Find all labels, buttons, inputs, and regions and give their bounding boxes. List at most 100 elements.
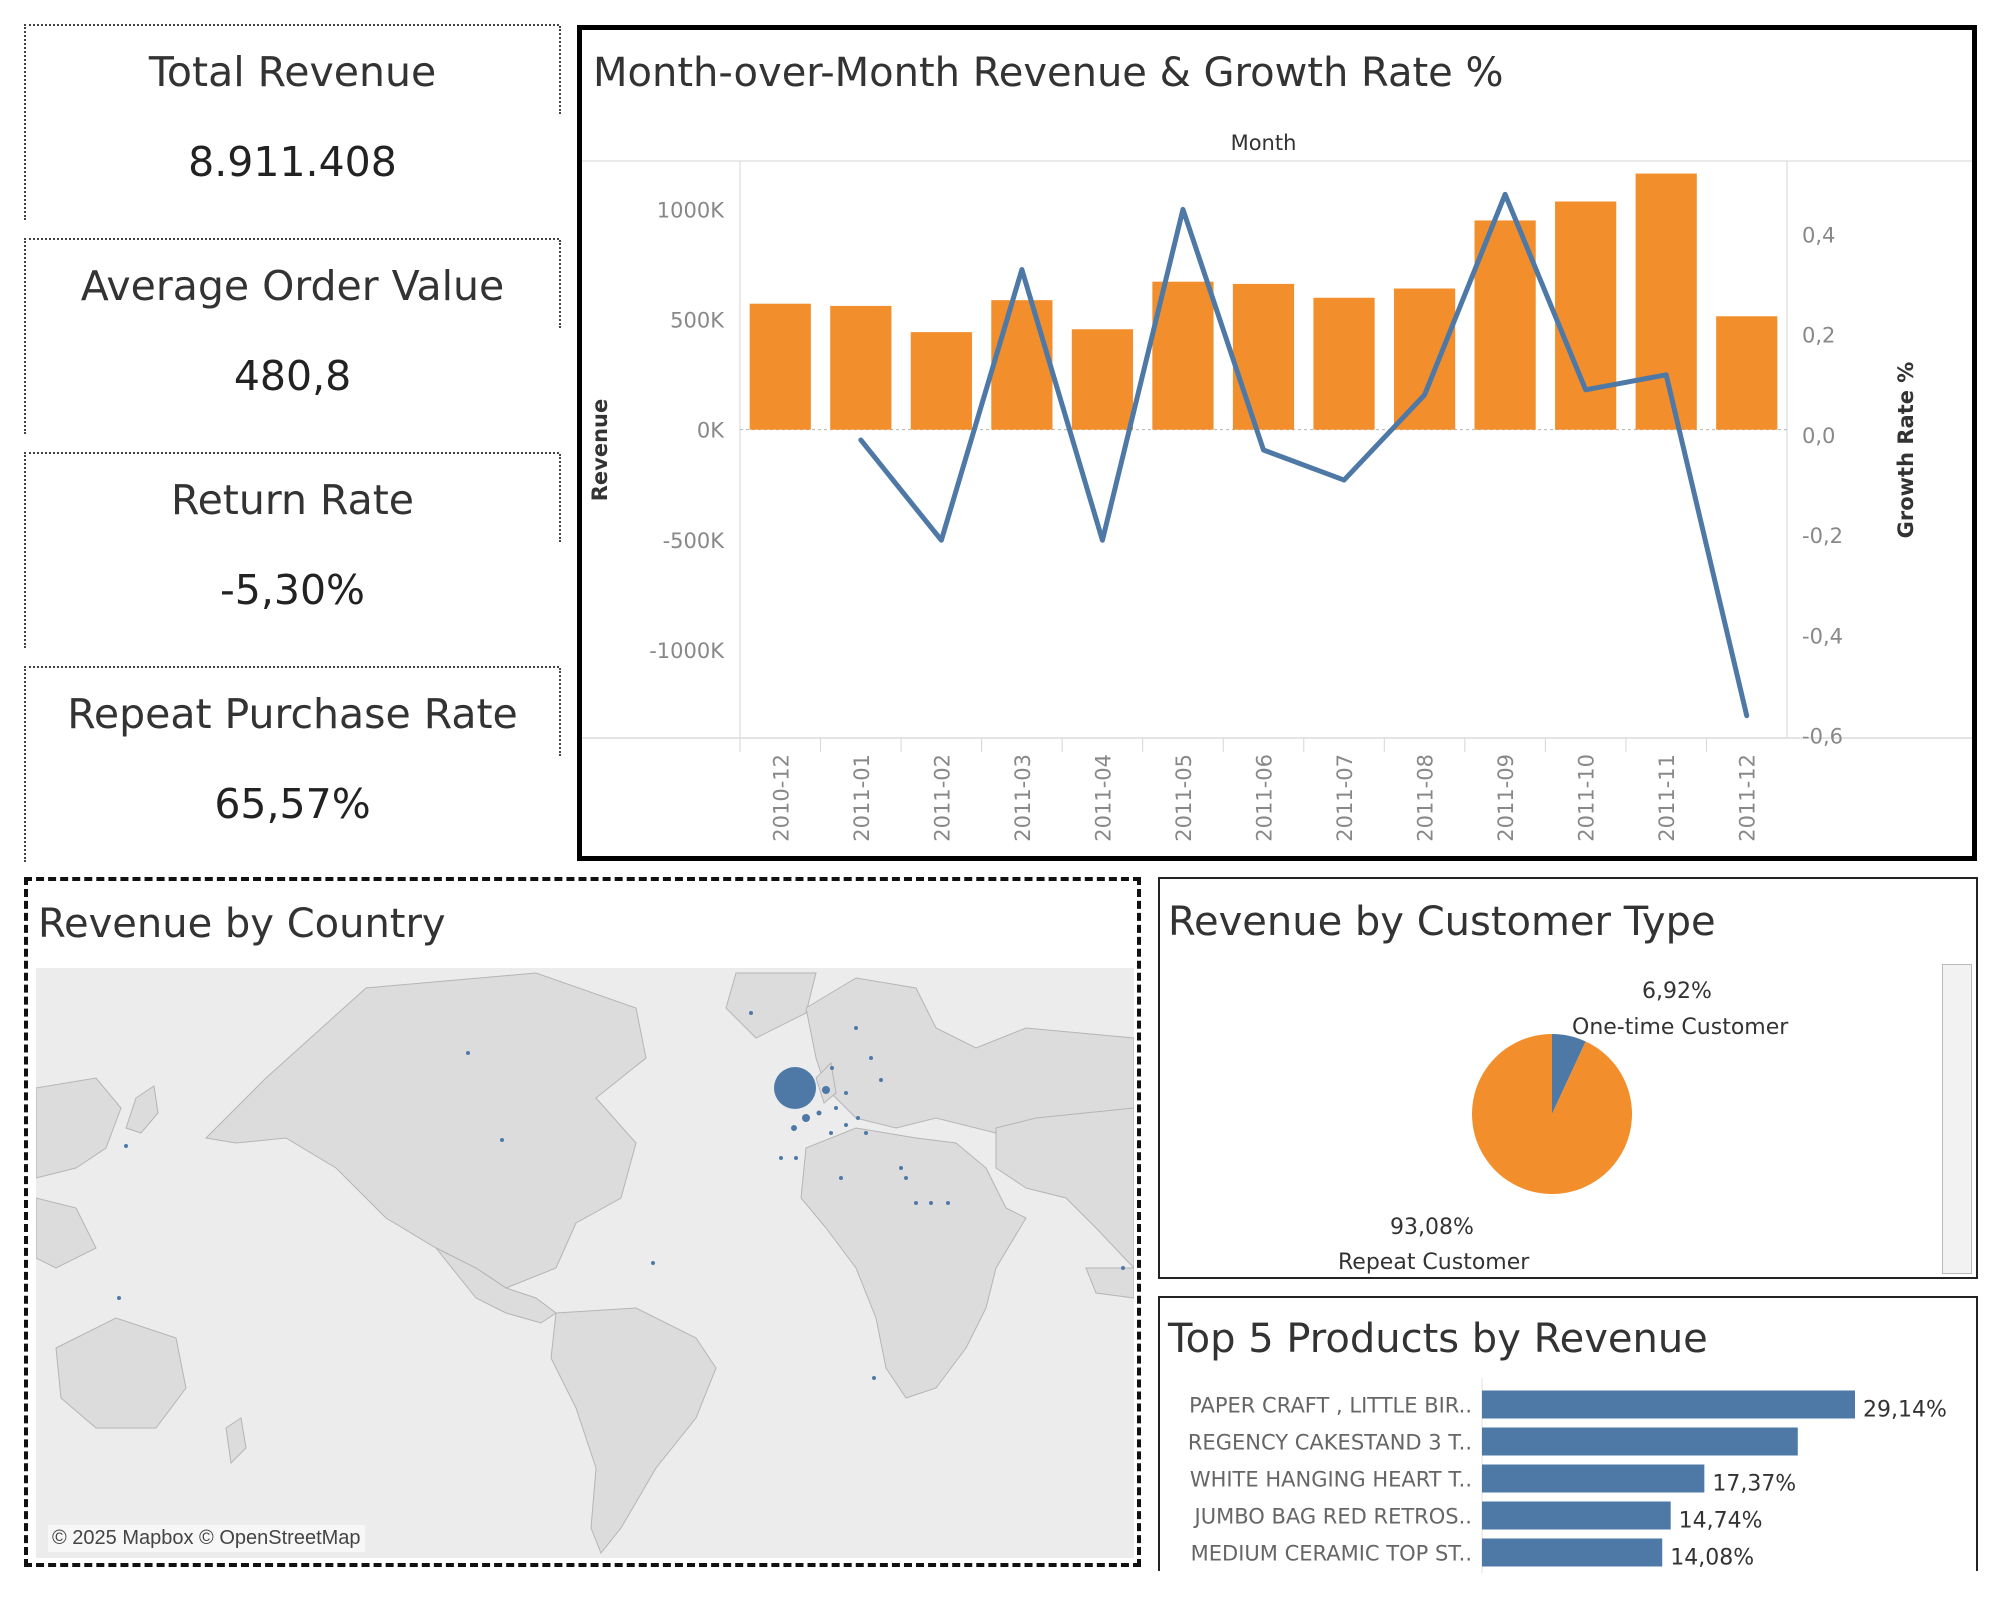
country-dot (816, 1110, 822, 1116)
revenue-bar (1152, 281, 1214, 430)
mom-chart-svg: -1000K -500K 0K 500K 1000K -0,6 -0,4 -0,2 0,0 0,2… (582, 131, 1972, 842)
kpi-card-average-order-value: Average Order Value 480,8 (24, 238, 561, 434)
pie-slice-value-label: 93,08% (1390, 1215, 1474, 1240)
revenue-bar (1393, 288, 1456, 430)
north-america-landmass (204, 972, 647, 1289)
y-axis-title-right: Growth Rate % (1894, 362, 1918, 539)
pie-slice (1472, 1034, 1632, 1194)
product-label: WHITE HANGING HEART T.. (1190, 1468, 1472, 1492)
x-tick-label: 2011-03 (1011, 754, 1035, 842)
revenue-bar (1716, 316, 1778, 430)
revenue-by-country-panel[interactable]: Revenue by Country (24, 877, 1141, 1567)
greenland-landmass (725, 972, 817, 1039)
revenue-bar (1635, 173, 1697, 430)
x-tick-label: 2011-04 (1091, 754, 1115, 842)
revenue-bar (830, 305, 892, 430)
kpi-title: Repeat Purchase Rate (67, 690, 518, 738)
country-dot (844, 1091, 848, 1095)
country-dot (830, 1066, 834, 1070)
y-tick-label-left: 500K (670, 309, 725, 333)
country-dot (829, 1131, 833, 1135)
country-dot (791, 1125, 797, 1131)
country-dot (1121, 1266, 1125, 1270)
world-map[interactable]: © 2025 Mapbox © OpenStreetMap (36, 968, 1134, 1558)
product-value-label: 14,08% (1670, 1546, 1754, 1571)
country-dot (802, 1114, 810, 1122)
x-tick-label: 2011-06 (1253, 754, 1277, 842)
x-tick-label: 2011-11 (1655, 754, 1679, 842)
asia-landmass (995, 1107, 1134, 1269)
product-label: JUMBO BAG RED RETROS.. (1193, 1505, 1472, 1529)
revenue-bar (749, 303, 811, 430)
country-dot (879, 1078, 883, 1082)
x-tick-label: 2011-01 (850, 754, 874, 842)
vertical-scrollbar[interactable] (1942, 964, 1972, 1274)
x-tick-label: 2011-07 (1333, 754, 1357, 842)
panel-title: Month-over-Month Revenue & Growth Rate % (593, 50, 1504, 96)
x-tick-label: 2010-12 (769, 754, 793, 842)
panel-title: Revenue by Country (38, 901, 446, 947)
x-tick-label: 2011-12 (1736, 754, 1760, 842)
country-dot (872, 1376, 876, 1380)
product-label: REGENCY CAKESTAND 3 T.. (1188, 1431, 1472, 1455)
revenue-bar (1555, 201, 1617, 430)
x-tick-label: 2011-09 (1494, 754, 1518, 842)
country-dot (869, 1056, 873, 1060)
country-dot (856, 1116, 860, 1120)
country-dot (839, 1176, 843, 1180)
revenue-bar (991, 300, 1053, 430)
y-tick-label-right: 0,4 (1802, 223, 1835, 247)
country-dot (854, 1026, 858, 1030)
panel-title: Top 5 Products by Revenue (1168, 1316, 1708, 1362)
pie-slice (1552, 1034, 1586, 1114)
country-dot (864, 1131, 868, 1135)
mom-revenue-chart-panel[interactable]: Month-over-Month Revenue & Growth Rate %… (577, 25, 1977, 861)
x-tick-label: 2011-10 (1575, 754, 1599, 842)
top-products-chart-svg: PAPER CRAFT , LITTLE BIR.. 29,14% REGENCY … (1188, 1378, 1947, 1573)
pie-chart-svg (1472, 1034, 1632, 1194)
country-dot (834, 1106, 838, 1110)
country-dot (844, 1123, 848, 1127)
country-dot (929, 1201, 933, 1205)
y-tick-label-right: 0,0 (1802, 424, 1835, 448)
panel-title: Revenue by Customer Type (1168, 899, 1716, 945)
product-value-label: 17,37% (1712, 1472, 1796, 1497)
country-dot (466, 1051, 470, 1055)
country-dot (914, 1201, 918, 1205)
kpi-title: Total Revenue (148, 48, 437, 96)
y-tick-label-right: 0,2 (1802, 324, 1835, 348)
y-tick-label-right: -0,2 (1802, 524, 1843, 548)
kpi-value: 65,57% (214, 780, 371, 828)
indonesia-landmass (1085, 1267, 1134, 1299)
country-dot (651, 1261, 655, 1265)
y-tick-label-left: 0K (697, 419, 725, 443)
y-tick-label-left: -1000K (649, 639, 725, 663)
revenue-bar (1071, 329, 1134, 430)
world-map-svg (36, 972, 1134, 1554)
revenue-bar (910, 332, 972, 430)
growth-rate-line (858, 191, 1750, 719)
country-dot (500, 1138, 504, 1142)
kpi-value: 8.911.408 (188, 138, 397, 186)
revenue-bar (1474, 220, 1536, 430)
country-dot (779, 1156, 783, 1160)
pie-slice-category-label: Repeat Customer (1338, 1250, 1530, 1275)
kpi-value: -5,30% (219, 566, 366, 614)
country-dot (749, 1011, 753, 1015)
y-tick-label-left: 1000K (657, 198, 725, 222)
kpi-title: Return Rate (170, 476, 415, 524)
product-bar (1482, 1464, 1705, 1493)
revenue-by-customer-type-panel[interactable]: Revenue by Customer Type 6,92% One-time … (1158, 877, 1978, 1279)
south-america-landmass (550, 1307, 717, 1554)
kpi-card-return-rate: Return Rate -5,30% (24, 452, 561, 648)
uk-landmass (815, 1061, 837, 1104)
y-tick-label-right: -0,4 (1802, 624, 1843, 648)
revenue-bar (1232, 283, 1295, 430)
country-dot (117, 1296, 121, 1300)
product-bar (1482, 1501, 1671, 1530)
pie-slice-category-label: One-time Customer (1572, 1015, 1789, 1040)
top-5-products-panel[interactable]: Top 5 Products by Revenue PAPER CRAFT , … (1158, 1296, 1978, 1573)
product-label: PAPER CRAFT , LITTLE BIR.. (1189, 1394, 1472, 1418)
japan-landmass (125, 1085, 159, 1134)
x-axis-title: Month (1231, 131, 1297, 155)
